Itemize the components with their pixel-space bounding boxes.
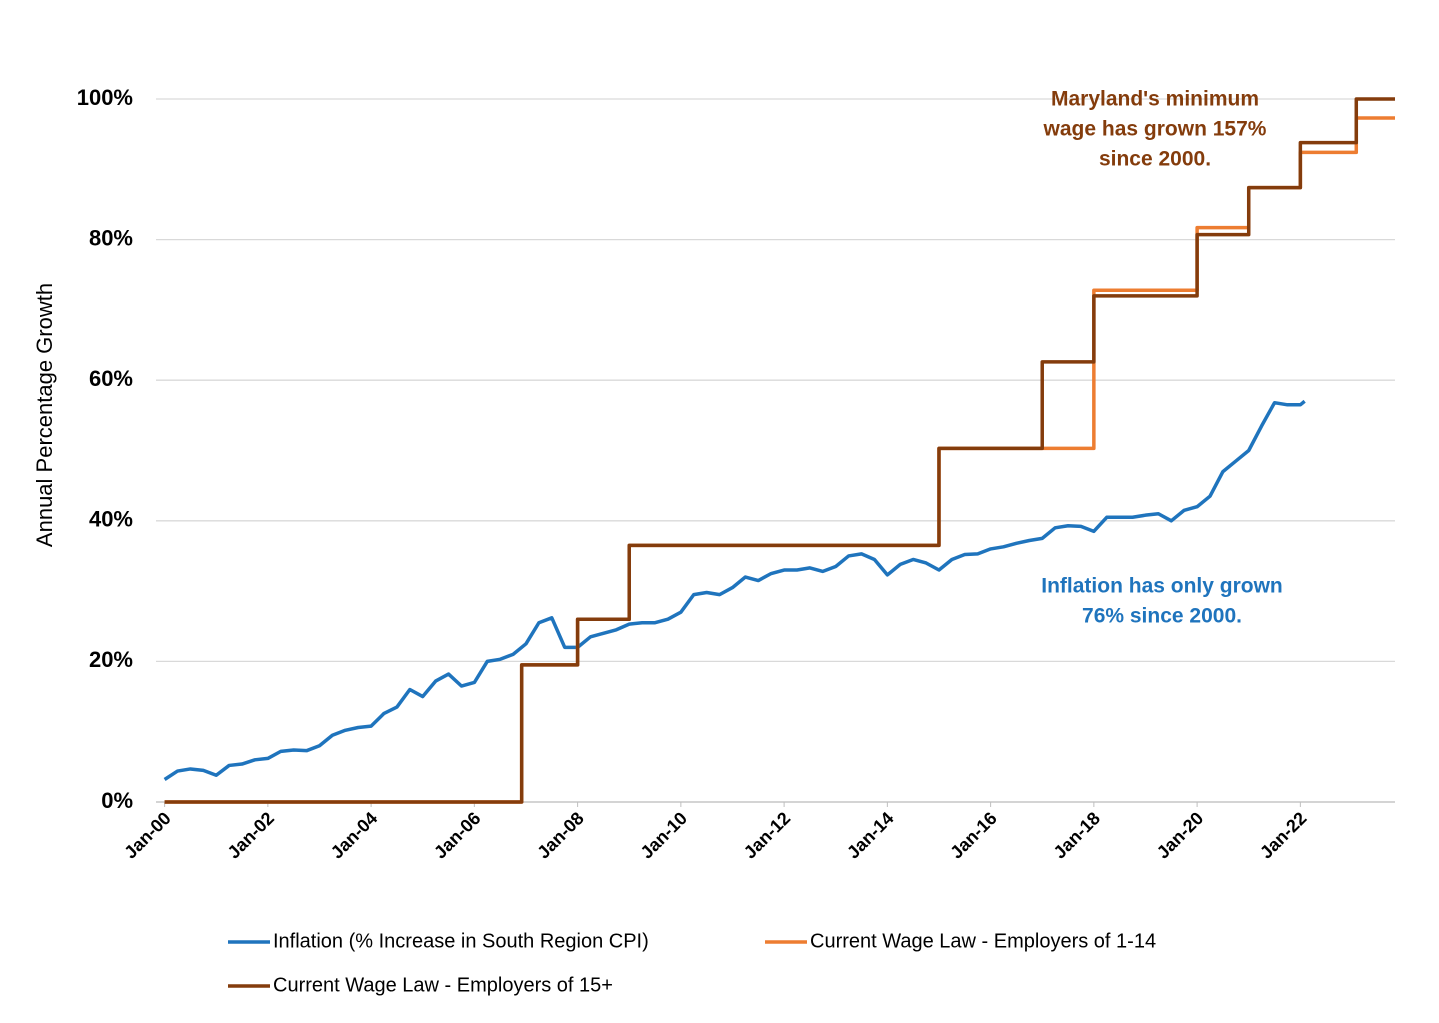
legend-label: Inflation (% Increase in South Region CP… [273, 930, 649, 952]
y-tick-label: 40% [89, 507, 133, 532]
annotation: Inflation has only grown [1041, 575, 1283, 598]
annotation: Maryland's minimum [1051, 88, 1259, 111]
line-series [164, 97, 1395, 804]
annotation: 76% since 2000. [1082, 605, 1242, 628]
annotation: since 2000. [1099, 148, 1211, 171]
legend-label: Current Wage Law - Employers of 15+ [273, 974, 613, 996]
y-axis-label: Annual Percentage Growth [32, 283, 57, 547]
x-tick-label: Jan-22 [1256, 808, 1310, 862]
x-tick-label: Jan-00 [120, 808, 174, 862]
x-tick-label: Jan-04 [327, 808, 381, 862]
x-tick-label: Jan-20 [1153, 808, 1207, 862]
x-tick-label: Jan-06 [430, 808, 484, 862]
y-tick-label: 0% [101, 788, 133, 813]
x-tick-label: Jan-12 [740, 808, 794, 862]
x-tick-label: Jan-18 [1050, 808, 1104, 862]
x-tick-label: Jan-14 [843, 808, 897, 862]
y-tick-label: 60% [89, 366, 133, 391]
line-series [163, 399, 1306, 781]
y-tick-label: 80% [89, 225, 133, 250]
x-tick-label: Jan-02 [224, 808, 278, 862]
x-tick-label: Jan-10 [637, 808, 691, 862]
y-tick-label: 100% [77, 85, 133, 110]
y-tick-label: 20% [89, 647, 133, 672]
x-tick-label: Jan-08 [533, 808, 587, 862]
x-tick-label: Jan-16 [946, 808, 1000, 862]
legend-label: Current Wage Law - Employers of 1-14 [810, 930, 1156, 952]
line-series [164, 116, 1395, 804]
annotation: wage has grown 157% [1043, 118, 1267, 141]
